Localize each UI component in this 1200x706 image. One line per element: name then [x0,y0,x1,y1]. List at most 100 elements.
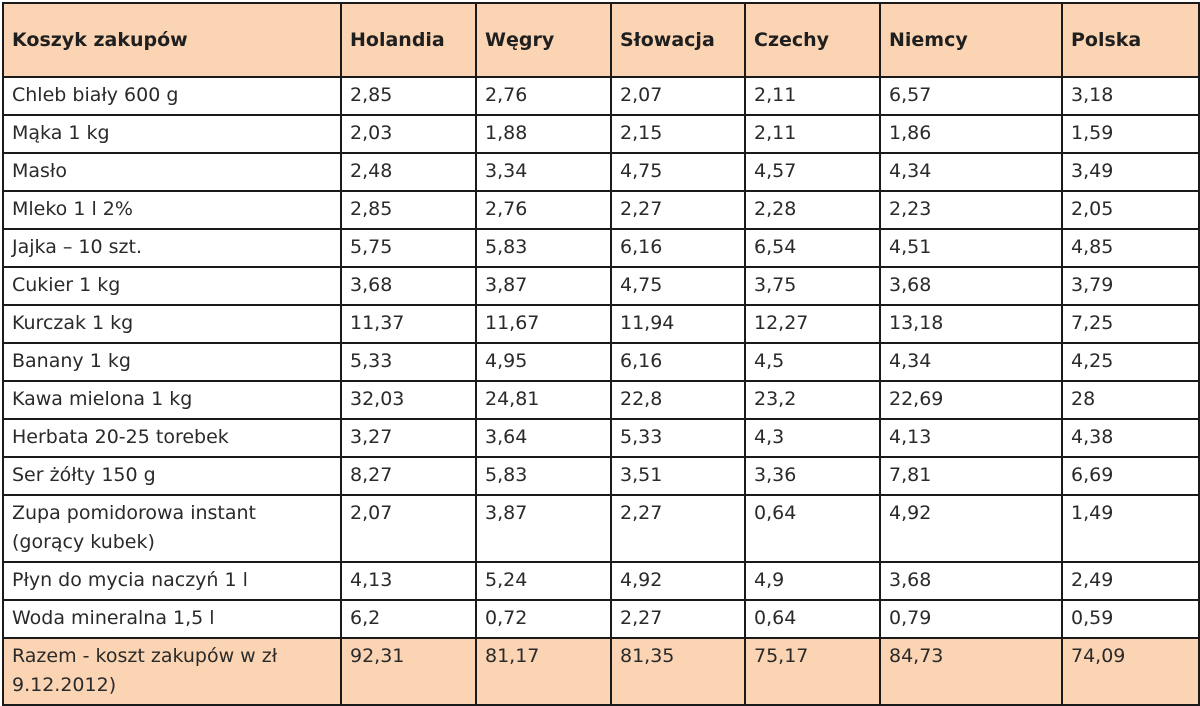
table-row: Zupa pomidorowa instant (gorący kubek) 2… [2,494,1200,563]
price-cell: 1,86 [879,114,1063,154]
price-cell: 2,15 [610,114,746,154]
table-row: Kawa mielona 1 kg 32,03 24,81 22,8 23,2 … [2,380,1200,420]
price-cell: 3,36 [744,456,881,496]
price-cell: 0,79 [879,599,1063,639]
price-cell: 2,76 [475,76,612,116]
price-cell: 1,88 [475,114,612,154]
price-cell: 11,67 [475,304,612,344]
price-cell: 5,75 [340,228,477,268]
price-cell: 4,92 [879,494,1063,563]
price-cell: 2,07 [610,76,746,116]
total-row: Razem - koszt zakupów w zł 9.12.2012) 92… [2,637,1200,706]
total-cell: 84,73 [879,637,1063,706]
header-row: Koszyk zakupów Holandia Węgry Słowacja C… [2,2,1200,78]
table-row: Banany 1 kg 5,33 4,95 6,16 4,5 4,34 4,25 [2,342,1200,382]
price-cell: 4,9 [744,561,881,601]
table-row: Masło 2,48 3,34 4,75 4,57 4,34 3,49 [2,152,1200,192]
price-cell: 3,49 [1061,152,1200,192]
table-row: Woda mineralna 1,5 l 6,2 0,72 2,27 0,64 … [2,599,1200,639]
price-cell: 2,27 [610,599,746,639]
product-cell: Mąka 1 kg [2,114,342,154]
price-cell: 12,27 [744,304,881,344]
price-cell: 4,3 [744,418,881,458]
price-cell: 3,87 [475,494,612,563]
price-cell: 1,59 [1061,114,1200,154]
price-cell: 4,75 [610,152,746,192]
price-cell: 11,37 [340,304,477,344]
price-cell: 3,34 [475,152,612,192]
header-cell-slowacja: Słowacja [610,2,746,78]
price-cell: 3,51 [610,456,746,496]
price-cell: 32,03 [340,380,477,420]
price-cell: 5,24 [475,561,612,601]
price-cell: 5,33 [340,342,477,382]
product-cell: Kurczak 1 kg [2,304,342,344]
table-row: Ser żółty 150 g 8,27 5,83 3,51 3,36 7,81… [2,456,1200,496]
price-cell: 3,68 [879,266,1063,306]
table-header: Koszyk zakupów Holandia Węgry Słowacja C… [2,2,1200,78]
header-cell-basket: Koszyk zakupów [2,2,342,78]
price-cell: 0,64 [744,494,881,563]
price-cell: 6,16 [610,342,746,382]
price-cell: 5,83 [475,228,612,268]
total-cell: 81,35 [610,637,746,706]
product-cell: Masło [2,152,342,192]
table-row: Mleko 1 l 2% 2,85 2,76 2,27 2,28 2,23 2,… [2,190,1200,230]
price-cell: 2,85 [340,190,477,230]
price-cell: 2,48 [340,152,477,192]
table-row: Mąka 1 kg 2,03 1,88 2,15 2,11 1,86 1,59 [2,114,1200,154]
price-cell: 2,27 [610,494,746,563]
product-cell: Chleb biały 600 g [2,76,342,116]
price-cell: 2,11 [744,114,881,154]
price-cell: 3,68 [340,266,477,306]
price-cell: 0,72 [475,599,612,639]
price-cell: 7,81 [879,456,1063,496]
price-cell: 4,13 [340,561,477,601]
product-cell: Ser żółty 150 g [2,456,342,496]
price-cell: 2,27 [610,190,746,230]
product-cell: Cukier 1 kg [2,266,342,306]
price-cell: 11,94 [610,304,746,344]
price-cell: 2,07 [340,494,477,563]
price-cell: 2,28 [744,190,881,230]
price-cell: 3,27 [340,418,477,458]
total-cell: 75,17 [744,637,881,706]
table-row: Cukier 1 kg 3,68 3,87 4,75 3,75 3,68 3,7… [2,266,1200,306]
price-cell: 4,34 [879,152,1063,192]
price-cell: 2,05 [1061,190,1200,230]
product-cell: Mleko 1 l 2% [2,190,342,230]
price-cell: 8,27 [340,456,477,496]
price-cell: 4,92 [610,561,746,601]
price-cell: 6,16 [610,228,746,268]
price-cell: 4,57 [744,152,881,192]
price-cell: 4,13 [879,418,1063,458]
product-cell: Zupa pomidorowa instant (gorący kubek) [2,494,342,563]
total-label-cell: Razem - koszt zakupów w zł 9.12.2012) [2,637,342,706]
price-cell: 4,38 [1061,418,1200,458]
product-cell: Płyn do mycia naczyń 1 l [2,561,342,601]
table-row: Chleb biały 600 g 2,85 2,76 2,07 2,11 6,… [2,76,1200,116]
price-cell: 4,95 [475,342,612,382]
header-cell-wegry: Węgry [475,2,612,78]
price-cell: 2,03 [340,114,477,154]
table-row: Kurczak 1 kg 11,37 11,67 11,94 12,27 13,… [2,304,1200,344]
total-cell: 92,31 [340,637,477,706]
price-cell: 3,75 [744,266,881,306]
price-cell: 24,81 [475,380,612,420]
price-cell: 6,2 [340,599,477,639]
price-cell: 2,49 [1061,561,1200,601]
price-cell: 22,69 [879,380,1063,420]
product-cell: Banany 1 kg [2,342,342,382]
price-cell: 4,85 [1061,228,1200,268]
price-cell: 6,57 [879,76,1063,116]
header-cell-czechy: Czechy [744,2,881,78]
product-cell: Jajka – 10 szt. [2,228,342,268]
total-cell: 81,17 [475,637,612,706]
price-cell: 5,83 [475,456,612,496]
table-footer: Razem - koszt zakupów w zł 9.12.2012) 92… [2,637,1200,706]
price-cell: 4,34 [879,342,1063,382]
price-cell: 4,75 [610,266,746,306]
price-cell: 3,68 [879,561,1063,601]
header-cell-niemcy: Niemcy [879,2,1063,78]
